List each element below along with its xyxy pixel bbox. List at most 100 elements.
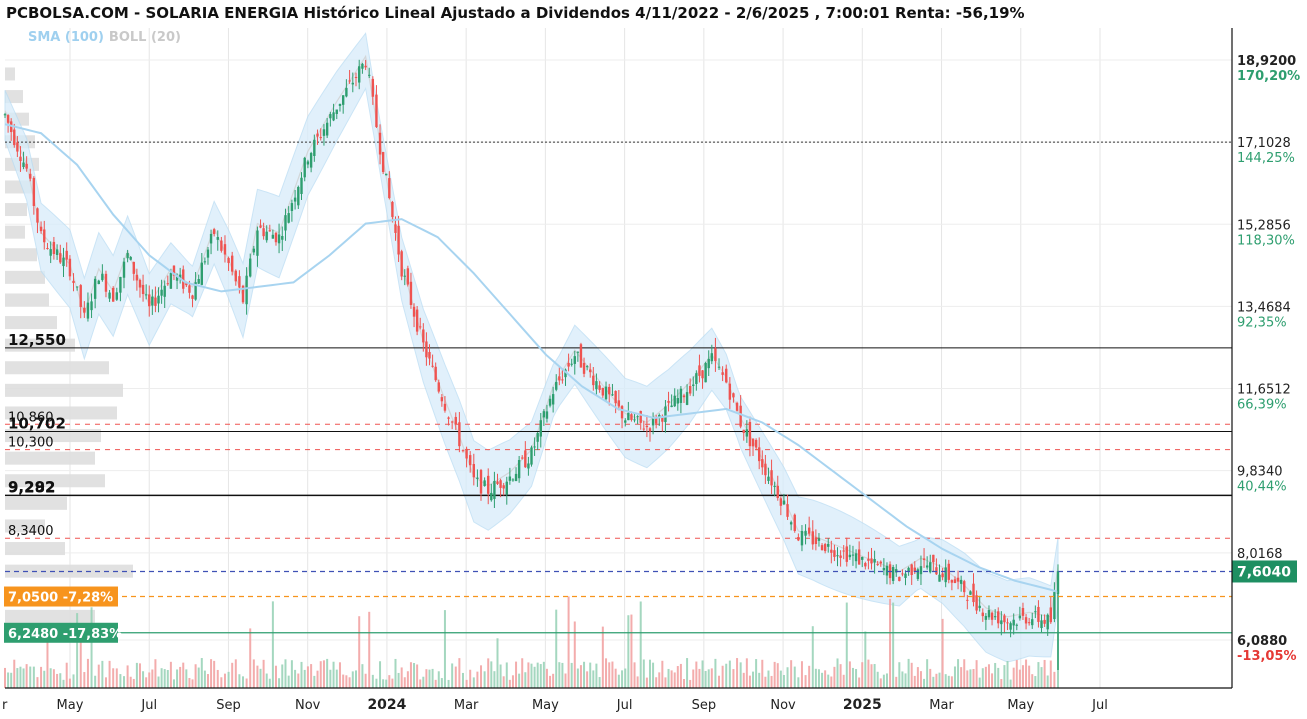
candle-body — [443, 403, 447, 411]
volume-bar — [981, 668, 984, 688]
candle-body — [148, 294, 151, 307]
legend-sma[interactable]: SMA (100) — [28, 30, 104, 45]
volume-bar — [608, 662, 611, 688]
x-tick-label: Nov — [770, 698, 796, 713]
candle-body — [6, 115, 10, 123]
candle-body — [319, 137, 322, 139]
volume-bar — [960, 667, 963, 688]
candle-body — [661, 417, 664, 422]
candle-body — [561, 379, 564, 381]
x-tick-label: Nov — [295, 698, 321, 713]
volume-bar — [592, 670, 595, 688]
candle-body — [1009, 623, 1012, 630]
candle-body — [325, 122, 329, 136]
candle-body — [551, 394, 555, 405]
volume-bar — [25, 664, 28, 688]
volume-bar — [858, 677, 861, 688]
volume-bar — [748, 675, 751, 688]
volume-bar — [416, 664, 419, 688]
x-tick-label: May — [57, 698, 84, 713]
volume-bar — [437, 671, 440, 688]
x-tick-label: Mar — [929, 698, 954, 713]
candle-body — [227, 258, 230, 263]
legend-boll[interactable]: BOLL (20) — [108, 30, 181, 45]
volume-bar — [779, 670, 782, 688]
volume-bar — [549, 675, 552, 688]
volume-bar — [16, 668, 19, 688]
volume-bar — [630, 614, 633, 688]
candle-body — [458, 422, 461, 447]
candle-body — [770, 470, 773, 486]
candle-body — [704, 362, 707, 383]
candle-body — [620, 406, 624, 419]
volume-bar — [895, 676, 898, 688]
volume-bar — [598, 677, 601, 688]
volume-bar — [978, 677, 981, 688]
x-tick-label: Mar — [454, 698, 479, 713]
volume-bar — [898, 662, 901, 688]
volume-bar — [739, 662, 742, 688]
volume-bar — [151, 669, 154, 688]
candle-body — [956, 577, 960, 582]
candle-body — [316, 133, 319, 137]
volume-bar — [658, 672, 661, 688]
candle-body — [685, 392, 689, 405]
candle-body — [944, 567, 947, 583]
x-tick-label: r — [2, 698, 8, 713]
volume-bar — [194, 664, 197, 688]
volume-bar — [947, 675, 950, 688]
volume-bar — [508, 679, 511, 688]
volume-bar — [1003, 665, 1006, 688]
volume-bar — [583, 661, 586, 688]
candle-body — [122, 261, 126, 278]
candle-body — [93, 278, 97, 299]
volume-bar — [736, 658, 739, 688]
candle-body — [953, 579, 957, 583]
volume-bar — [65, 662, 68, 688]
candle-body — [833, 550, 836, 557]
candle-body — [108, 292, 111, 299]
candle-body — [345, 87, 348, 97]
candle-body — [32, 177, 36, 206]
volume-bar — [797, 677, 800, 688]
x-tick-label: May — [1007, 698, 1034, 713]
y-tick-label: 17,1028 — [1237, 136, 1291, 151]
volume-bar — [145, 677, 148, 688]
volume-bar — [633, 662, 636, 688]
volume-bar — [892, 602, 895, 688]
candle-body — [617, 400, 621, 407]
volume-bar — [804, 675, 807, 688]
candle-body — [1027, 622, 1031, 624]
candle-body — [636, 416, 639, 418]
candle-body — [851, 554, 855, 556]
candle-body — [332, 112, 335, 121]
candle-body — [25, 163, 28, 169]
volume-bar — [483, 671, 486, 688]
volume-bar — [326, 658, 329, 688]
x-tick-label: Jul — [140, 698, 157, 713]
volume-bar — [505, 662, 508, 688]
candle-body — [820, 545, 824, 551]
volume-bar — [728, 660, 731, 688]
volume-bar — [605, 658, 608, 688]
volume-bar — [480, 665, 483, 688]
volume-bar — [521, 658, 524, 688]
volume-bar — [348, 677, 351, 688]
volume-bar — [617, 674, 620, 688]
candle-body — [375, 94, 378, 127]
candle-body — [119, 276, 122, 293]
candle-body — [773, 485, 776, 487]
candle-body — [371, 78, 375, 97]
volume-bar — [919, 671, 922, 688]
volume-bar — [926, 659, 929, 688]
volume-bar — [811, 626, 814, 688]
volume-bar — [953, 666, 956, 688]
volume-bar — [515, 661, 518, 688]
candle-body — [857, 549, 861, 565]
volume-bar — [1028, 665, 1031, 688]
volume-bar — [776, 663, 779, 688]
volume-bar — [867, 659, 870, 688]
candle-body — [1053, 592, 1056, 620]
candle-body — [19, 156, 22, 162]
